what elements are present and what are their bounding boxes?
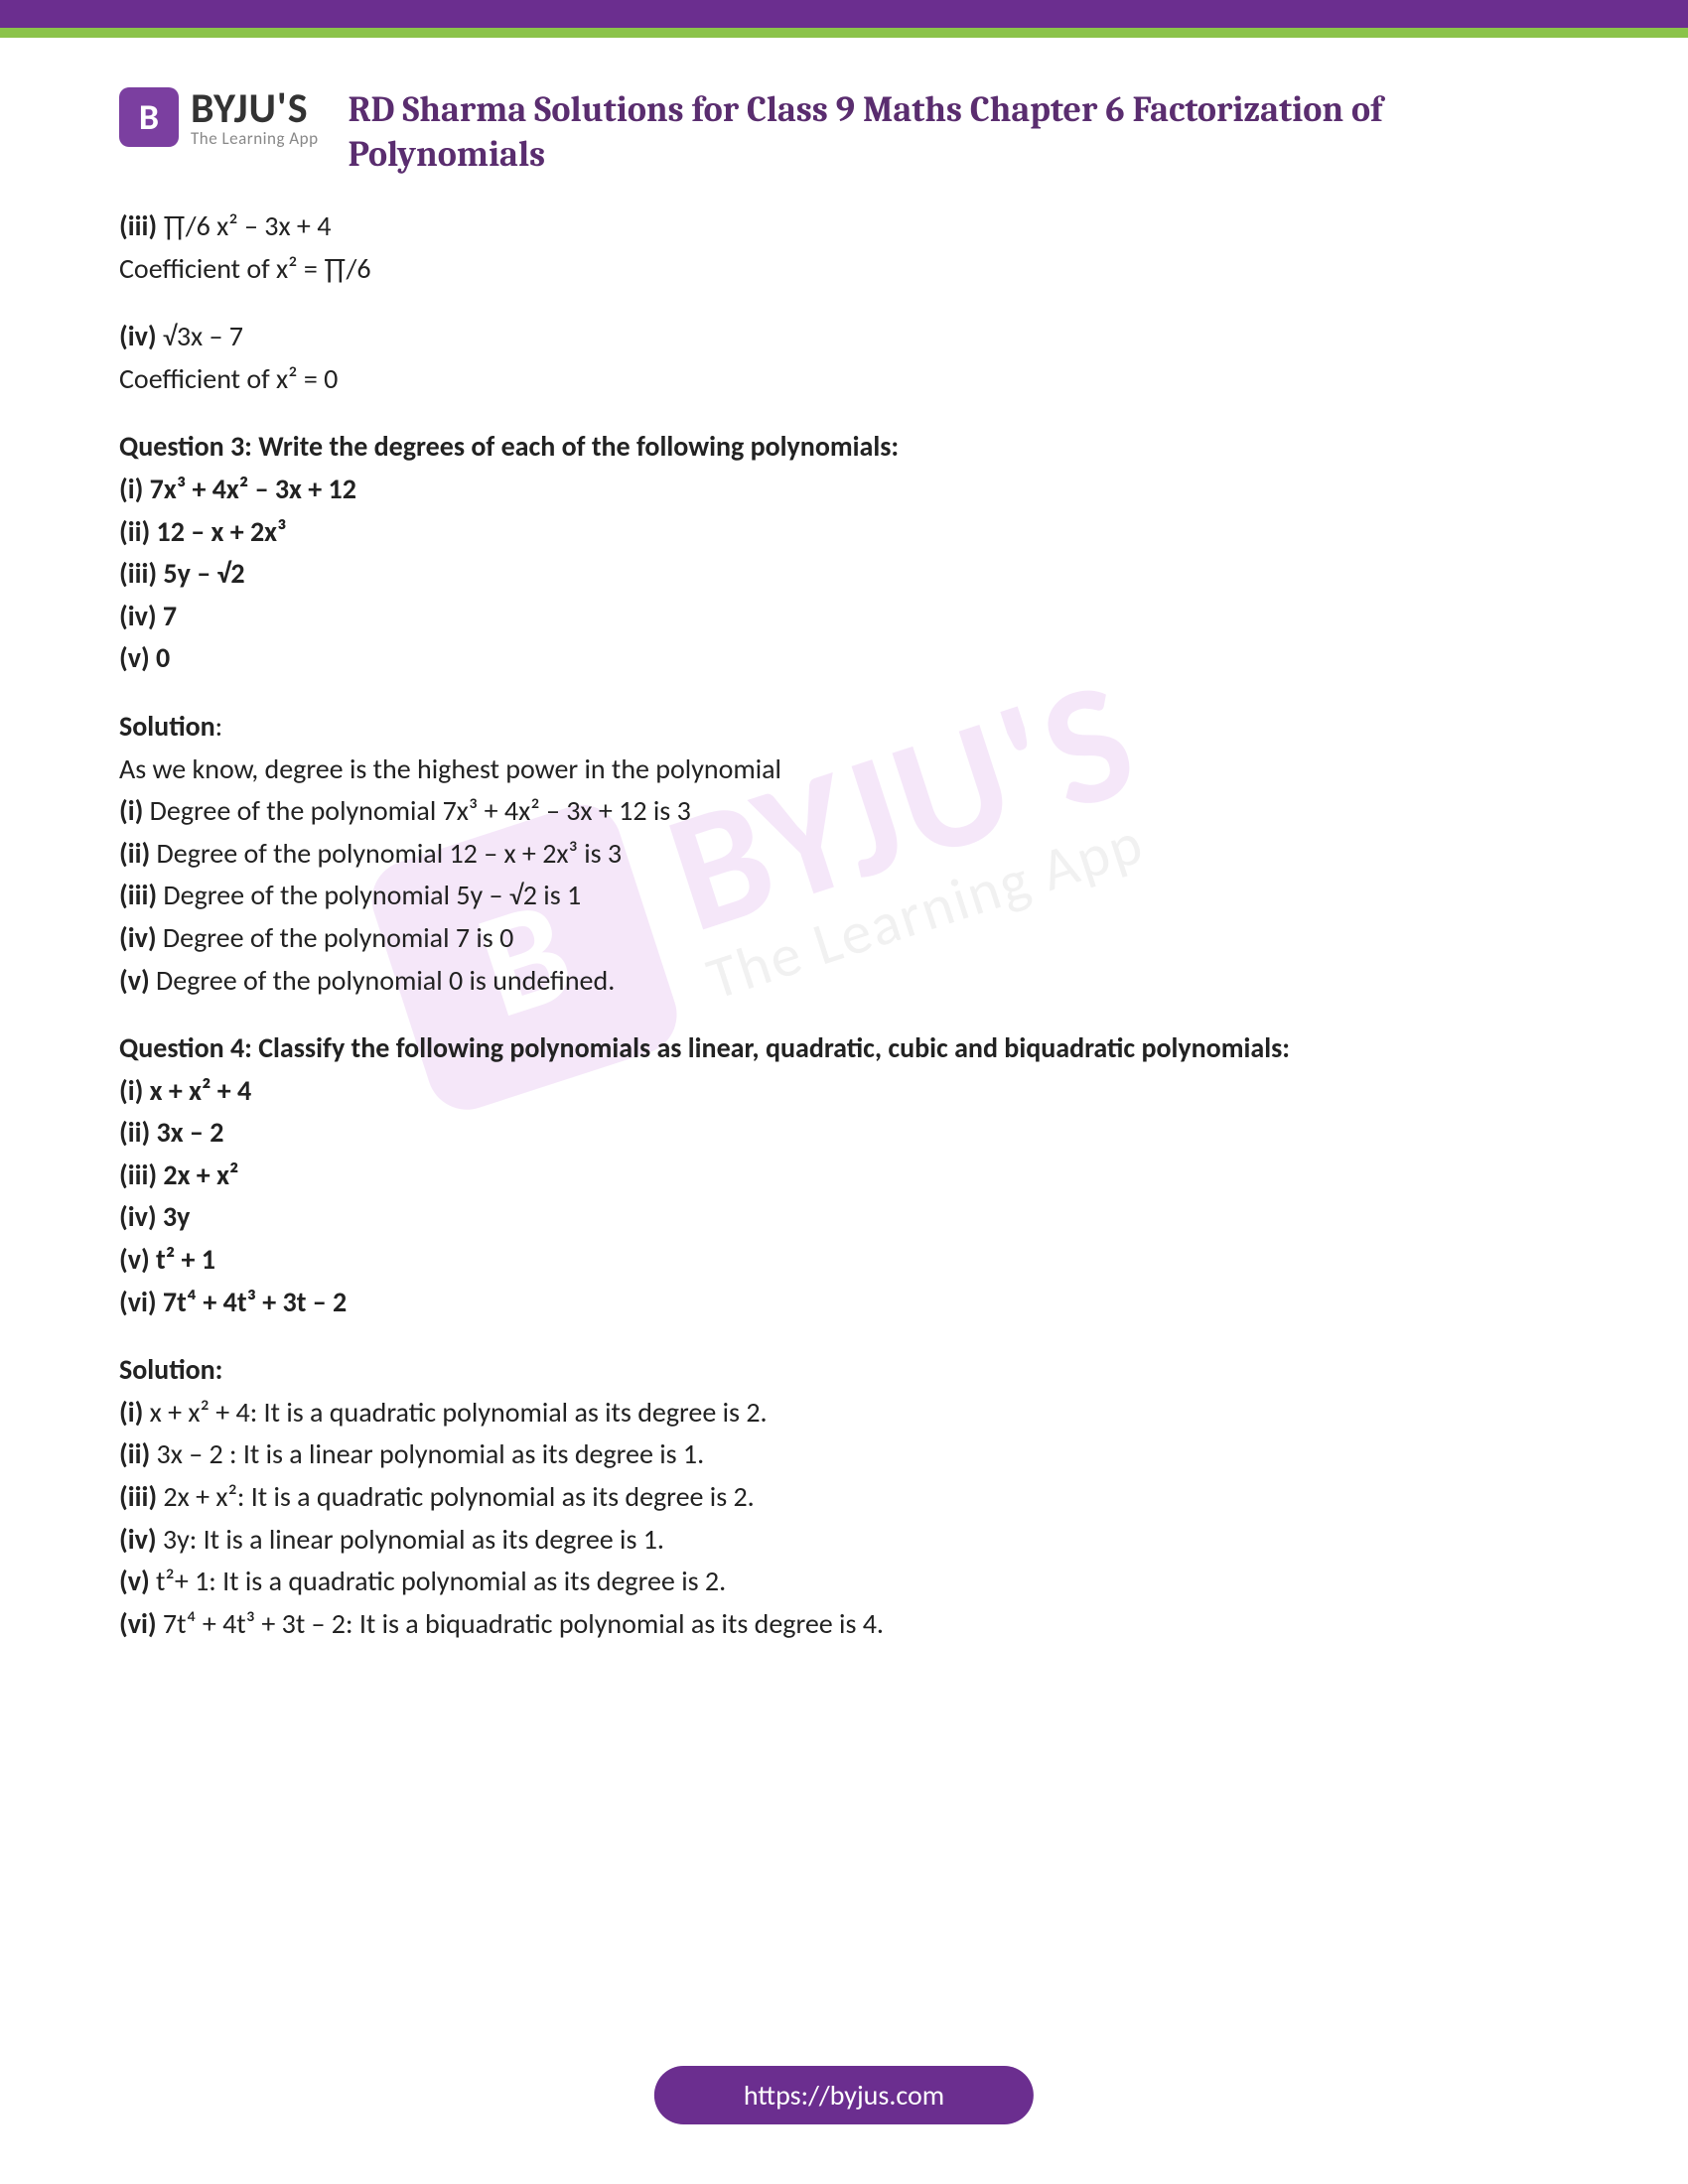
q3-item-v: (v) 0 (119, 638, 1569, 679)
q4-ans-v-text: t²+ 1: It is a quadratic polynomial as i… (156, 1564, 726, 1598)
q3-item-ii: (ii) 12 – x + 2x³ (119, 512, 1569, 553)
q3-ans-i-text: Degree of the polynomial 7x³ + 4x² – 3x … (150, 793, 691, 828)
q3-block: Question 3: Write the degrees of each of… (119, 427, 1569, 679)
q4-item-iv: (iv) 3y (119, 1197, 1569, 1238)
prev-iii-label: (iii) (119, 208, 157, 243)
logo-block: B BYJU'S The Learning App (119, 87, 319, 147)
q4-ans-iv-text: 3y: It is a linear polynomial as its deg… (163, 1522, 664, 1557)
q4-item-vi: (vi) 7t⁴ + 4t³ + 3t – 2 (119, 1283, 1569, 1323)
q3-ans-ii-text: Degree of the polynomial 12 – x + 2x³ is… (157, 836, 623, 871)
q4-ans-iv-label: (iv) (119, 1522, 157, 1557)
q3-solution-intro: As we know, degree is the highest power … (119, 750, 1569, 790)
header-bar-green (0, 28, 1688, 38)
q4-ans-v-label: (v) (119, 1564, 150, 1598)
logo-badge-icon: B (119, 87, 179, 147)
logo-name: BYJU'S (191, 88, 319, 130)
prev-iv-label: (iv) (119, 319, 157, 353)
prev-iv-expr: √3x – 7 (163, 319, 243, 353)
q4-ans-vi-label: (vi) (119, 1606, 157, 1641)
q4-ans-vi-text: 7t⁴ + 4t³ + 3t – 2: It is a biquadratic … (163, 1606, 884, 1641)
q3-ans-i-label: (i) (119, 793, 143, 828)
q4-solution-label: Solution: (119, 1350, 1569, 1391)
content-body: (iii) ∏/6 x² – 3x + 4 Coefficient of x² … (0, 197, 1688, 1731)
q4-ans-ii-text: 3x – 2 : It is a linear polynomial as it… (157, 1436, 705, 1471)
q3-ans-ii-label: (ii) (119, 836, 150, 871)
q3-item-iii: (iii) 5y – √2 (119, 554, 1569, 595)
q3-ans-v-text: Degree of the polynomial 0 is undefined. (156, 963, 615, 998)
q4-item-i: (i) x + x² + 4 (119, 1071, 1569, 1112)
prev-iii-answer: Coefficient of x² = ∏/6 (119, 249, 1569, 290)
header-bar-purple (0, 0, 1688, 28)
q3-ans-iv-text: Degree of the polynomial 7 is 0 (163, 920, 513, 955)
q4-prompt: Question 4: Classify the following polyn… (119, 1028, 1569, 1069)
q3-solution: Solution: As we know, degree is the high… (119, 707, 1569, 1001)
logo-text: BYJU'S The Learning App (191, 88, 319, 147)
q3-prompt: Question 3: Write the degrees of each of… (119, 427, 1569, 468)
page-title: RD Sharma Solutions for Class 9 Maths Ch… (349, 87, 1569, 177)
q4-ans-i-text: x + x² + 4: It is a quadratic polynomial… (150, 1395, 768, 1430)
q3-ans-v-label: (v) (119, 963, 150, 998)
q3-ans-iii-text: Degree of the polynomial 5y – √2 is 1 (163, 878, 581, 912)
q3-ans-iv-label: (iv) (119, 920, 157, 955)
q4-item-ii: (ii) 3x – 2 (119, 1113, 1569, 1154)
q4-ans-i-label: (i) (119, 1395, 143, 1430)
prev-iii-expr: ∏/6 x² – 3x + 4 (163, 208, 331, 243)
header-row: B BYJU'S The Learning App RD Sharma Solu… (0, 38, 1688, 197)
q3-solution-label: Solution (119, 709, 215, 744)
footer-url-pill[interactable]: https://byjus.com (654, 2066, 1034, 2124)
q4-item-v: (v) t² + 1 (119, 1240, 1569, 1281)
q3-item-i: (i) 7x³ + 4x² – 3x + 12 (119, 470, 1569, 510)
q4-ans-iii-text: 2x + x²: It is a quadratic polynomial as… (163, 1479, 754, 1514)
prev-iv-answer: Coefficient of x² = 0 (119, 359, 1569, 400)
q3-item-iv: (iv) 7 (119, 597, 1569, 637)
q4-block: Question 4: Classify the following polyn… (119, 1028, 1569, 1322)
prev-iii: (iii) ∏/6 x² – 3x + 4 Coefficient of x² … (119, 206, 1569, 289)
q4-ans-iii-label: (iii) (119, 1479, 157, 1514)
logo-tagline: The Learning App (191, 130, 319, 147)
prev-iv: (iv) √3x – 7 Coefficient of x² = 0 (119, 317, 1569, 399)
q4-item-iii: (iii) 2x + x² (119, 1156, 1569, 1196)
q3-ans-iii-label: (iii) (119, 878, 157, 912)
q4-solution: Solution: (i) x + x² + 4: It is a quadra… (119, 1350, 1569, 1644)
q4-ans-ii-label: (ii) (119, 1436, 150, 1471)
